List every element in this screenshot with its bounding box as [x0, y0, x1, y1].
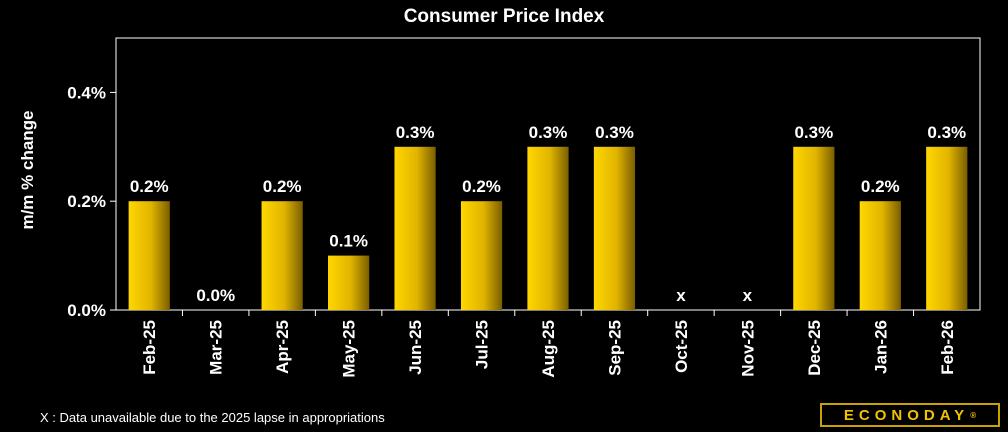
data-label: 0.2%: [462, 177, 501, 196]
data-label: 0.3%: [595, 123, 634, 142]
y-tick-label: 0.4%: [67, 83, 106, 102]
data-label: 0.1%: [329, 232, 368, 251]
logo-text: ECONODAY: [843, 406, 970, 424]
bar: [261, 201, 303, 310]
econoday-logo: ECONODAY ®: [820, 403, 1000, 427]
data-label: 0.3%: [529, 123, 568, 142]
x-tick-label: Jun-25: [406, 320, 425, 375]
x-tick-label: May-25: [340, 320, 359, 378]
bar: [926, 146, 968, 310]
x-tick-label: Dec-25: [805, 320, 824, 376]
x-tick-label: Feb-26: [938, 320, 957, 375]
footnote: X : Data unavailable due to the 2025 lap…: [40, 410, 385, 425]
data-label: 0.2%: [861, 177, 900, 196]
x-tick-label: Jan-26: [871, 320, 890, 374]
y-tick-label: 0.2%: [67, 192, 106, 211]
data-label: 0.3%: [927, 123, 966, 142]
data-label: 0.2%: [130, 177, 169, 196]
bar: [527, 146, 569, 310]
x-tick-label: Nov-25: [738, 320, 757, 377]
data-label: 0.3%: [396, 123, 435, 142]
bar: [593, 146, 636, 310]
data-label: x: [743, 286, 753, 305]
logo-registered-mark: ®: [970, 410, 977, 420]
data-label: 0.2%: [263, 177, 302, 196]
x-tick-label: Aug-25: [539, 320, 558, 378]
bar: [460, 201, 503, 310]
x-tick-label: Sep-25: [605, 320, 624, 376]
x-tick-label: Apr-25: [273, 320, 292, 374]
x-tick-label: Oct-25: [672, 320, 691, 373]
data-label: x: [676, 286, 686, 305]
x-tick-label: Mar-25: [207, 320, 226, 375]
bar: [859, 201, 901, 310]
x-tick-label: Feb-25: [140, 320, 159, 375]
bar: [793, 146, 835, 310]
x-tick-label: Jul-25: [473, 320, 492, 369]
chart-title: Consumer Price Index: [403, 6, 605, 27]
bar: [128, 201, 170, 310]
data-label: 0.3%: [794, 123, 833, 142]
bar: [394, 146, 436, 310]
bar-chart: 0.0% 0.2% 0.4% 0.2% 0.0% 0.2% 0.1% 0.3% 0.2% 0.3…: [67, 37, 981, 378]
y-tick-label: 0.0%: [67, 301, 106, 320]
data-label: 0.0%: [196, 286, 235, 305]
bar: [328, 255, 370, 310]
